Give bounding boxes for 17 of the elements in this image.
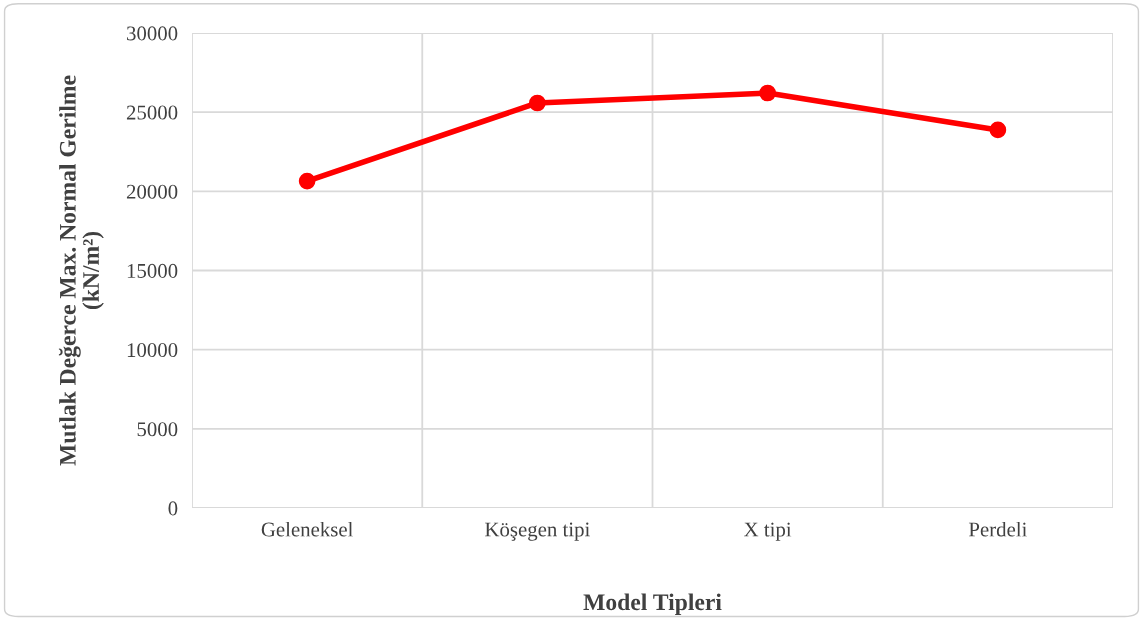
point	[759, 84, 776, 102]
x-tick-label: X tipi	[744, 522, 792, 541]
point	[989, 121, 1007, 139]
y-tick-label: 0	[168, 501, 178, 516]
y-tick-label: 15000	[127, 263, 178, 278]
y-tick-label: 10000	[127, 343, 178, 358]
y-tick-label: 5000	[137, 422, 178, 437]
y-axis-title: Mutlak Değerce Max. Normal Gerilme (kN/m²)	[58, 75, 104, 466]
x-tick-label: Perdeli	[968, 521, 1027, 537]
point	[298, 172, 316, 190]
y-tick-label: 20000	[126, 184, 178, 199]
y-tick-label: 25000	[126, 105, 178, 120]
x-tick-label: Geleneksel	[261, 521, 353, 537]
x-axis-title: Model Tipleri	[583, 593, 722, 615]
point	[529, 94, 546, 112]
x-tick-label: Köşegen tipi	[485, 522, 590, 541]
y-tick-label: 30000	[127, 26, 178, 41]
